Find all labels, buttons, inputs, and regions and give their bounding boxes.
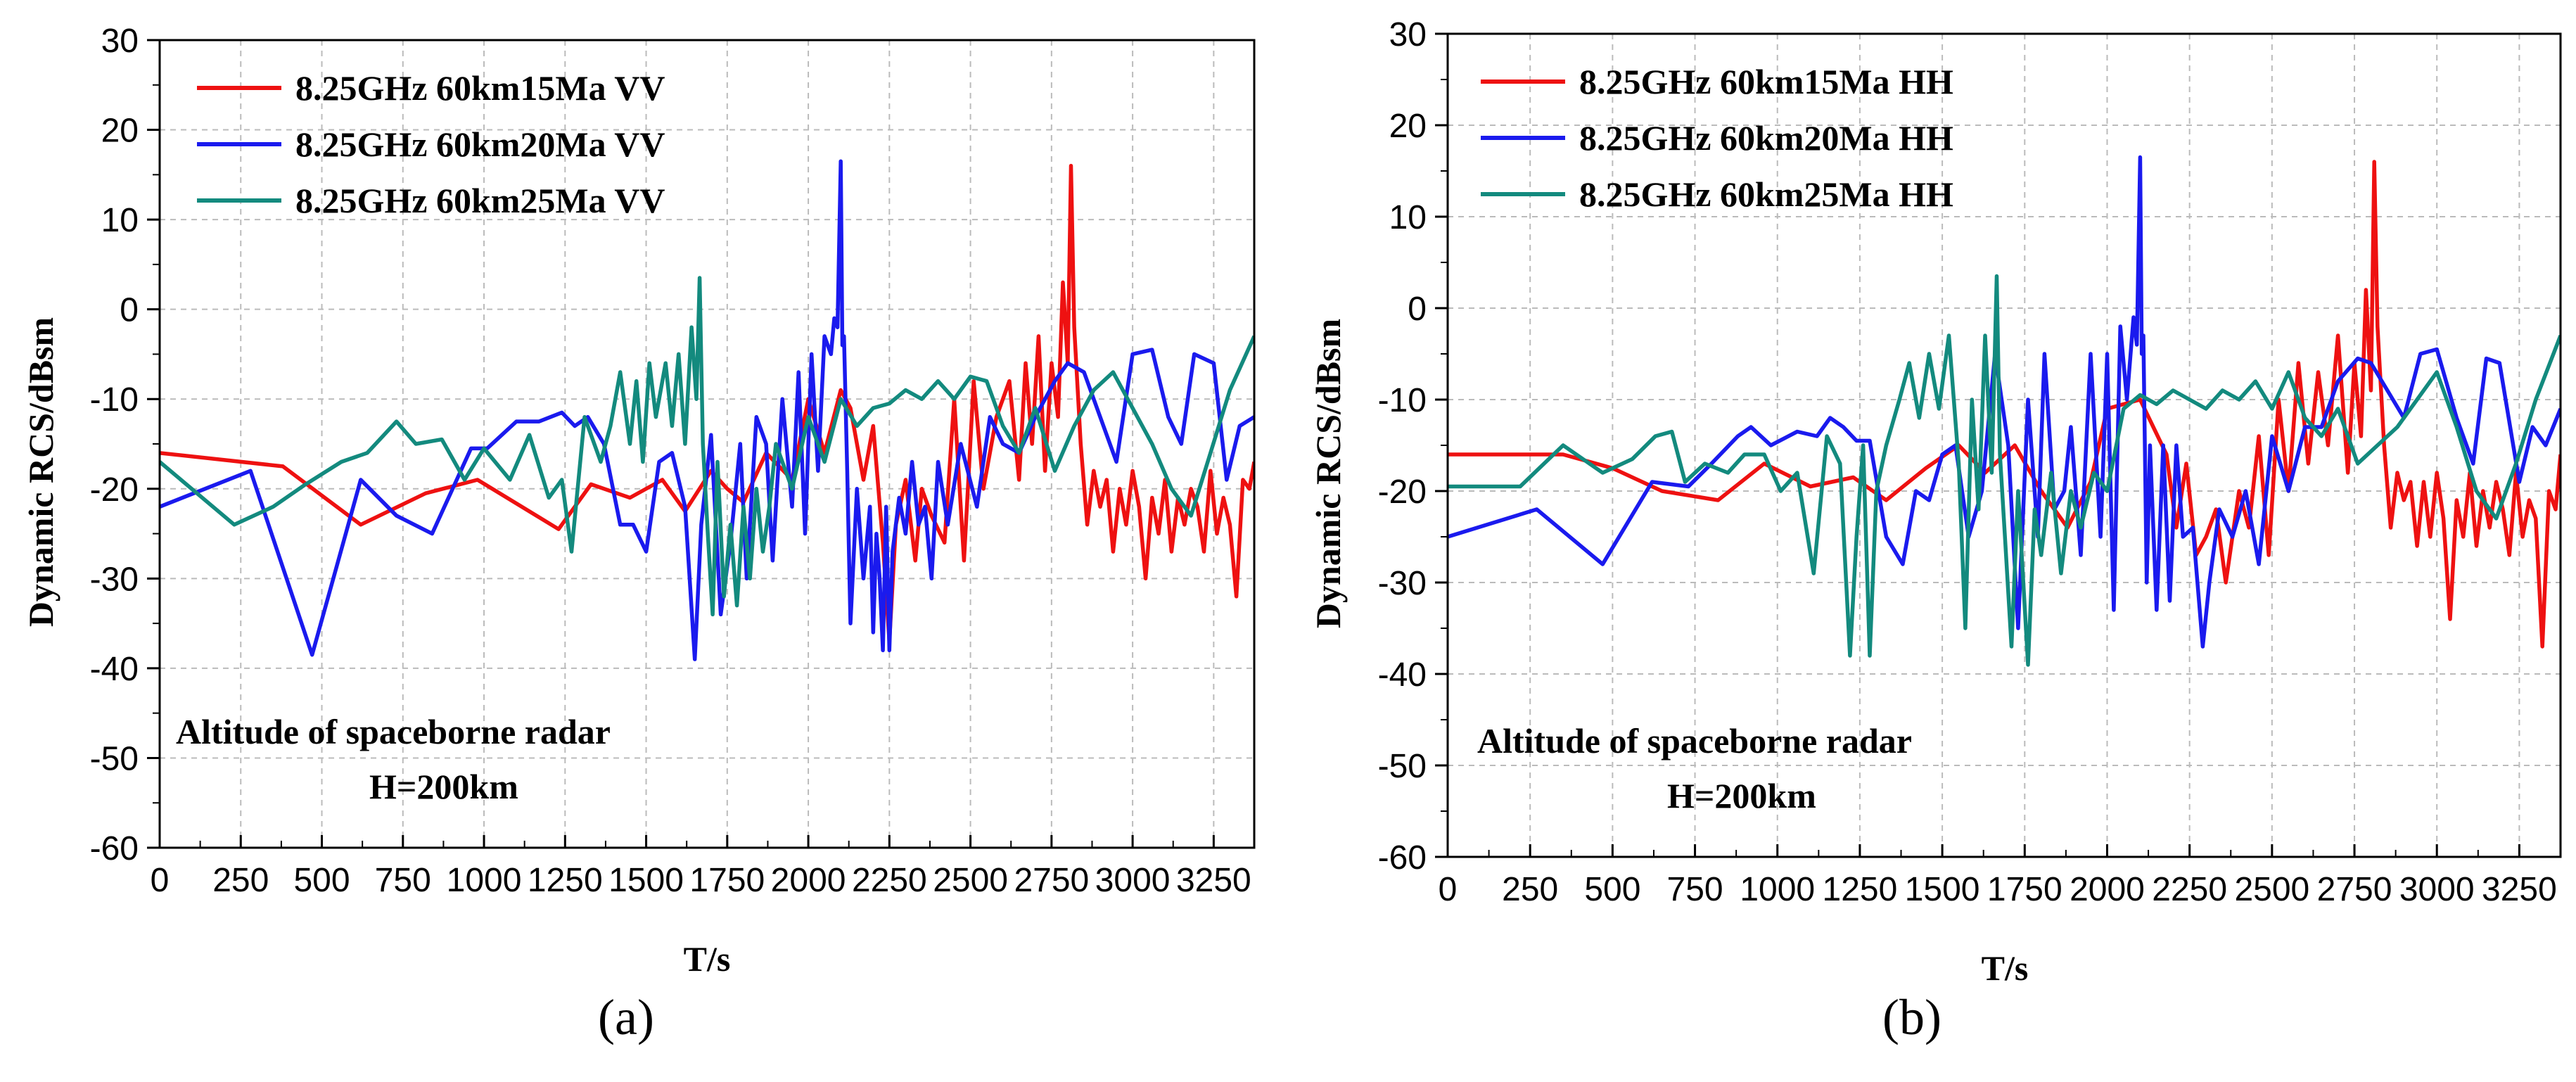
y-tick-label: -30	[90, 561, 139, 598]
legend-label-1: 8.25GHz 60km15Ma HH	[1579, 62, 1953, 101]
series-line-3	[1448, 274, 2561, 667]
x-tick-label: 1500	[608, 862, 684, 899]
y-tick-label: -20	[1378, 473, 1427, 511]
y-tick-label: -60	[1378, 839, 1427, 877]
y-tick-label: 20	[101, 113, 139, 150]
x-tick-label: 2500	[933, 862, 1008, 899]
y-tick-label: -60	[90, 830, 139, 867]
annotation-line-1: Altitude of spaceborne radar	[1477, 721, 1912, 760]
x-tick-label: 3000	[1095, 862, 1171, 899]
y-tick-label: -50	[1378, 748, 1427, 785]
y-tick-label: 0	[1408, 291, 1427, 328]
x-tick-label: 1750	[689, 862, 765, 899]
series-group	[160, 159, 1254, 661]
x-tick-label: 0	[151, 862, 170, 899]
x-tick-label: 2250	[2152, 871, 2227, 908]
x-tick-label: 2000	[771, 862, 846, 899]
x-tick-label: 1000	[447, 862, 522, 899]
y-tick-label: 30	[1389, 16, 1427, 53]
y-tick-label: -50	[90, 740, 139, 777]
x-axis-title: T/s	[1982, 948, 2029, 988]
x-tick-label: 1250	[1823, 871, 1898, 908]
x-tick-label: 1750	[1987, 871, 2062, 908]
annotation-line-2: H=200km	[369, 767, 518, 806]
legend-label-2: 8.25GHz 60km20Ma VV	[295, 125, 665, 164]
x-tick-label: 2750	[1014, 862, 1089, 899]
series-line-2	[1448, 155, 2561, 649]
y-tick-label: 10	[101, 202, 139, 239]
legend-label-2: 8.25GHz 60km20Ma HH	[1579, 118, 1953, 158]
x-tick-label: 1500	[1905, 871, 1980, 908]
y-tick-label: 20	[1389, 108, 1427, 145]
x-tick-label: 500	[293, 862, 350, 899]
y-tick-label: 10	[1389, 199, 1427, 236]
x-tick-label: 250	[212, 862, 269, 899]
x-tick-label: 2750	[2317, 871, 2392, 908]
chart-panel-a: 0 250 500 750 1000 1250 1500 1750 2000 2250 2500 27…	[21, 23, 1256, 1045]
x-tick-label: 2250	[852, 862, 927, 899]
legend-label-3: 8.25GHz 60km25Ma HH	[1579, 174, 1953, 214]
x-tick-label: 2000	[2070, 871, 2145, 908]
x-tick-label: 500	[1584, 871, 1640, 908]
x-tick-label: 250	[1502, 871, 1558, 908]
series-line-1	[160, 163, 1254, 644]
panel-label: (a)	[598, 989, 654, 1045]
series-line-3	[160, 276, 1254, 617]
x-tick-label: 1000	[1740, 871, 1815, 908]
series-line-2	[160, 159, 1254, 661]
x-tick-label: 2500	[2234, 871, 2309, 908]
y-tick-label: -30	[1378, 565, 1427, 602]
chart-panel-b: 0 250 500 750 1000 1250 1500 1750 2000 2250 2500 27…	[1308, 16, 2562, 1045]
y-tick-label: -10	[1378, 382, 1427, 419]
y-tick-label: 30	[101, 23, 139, 60]
y-axis-title: Dynamic RCS/dBsm	[21, 317, 60, 627]
y-tick-label: 0	[120, 292, 139, 329]
x-tick-label: 0	[1439, 871, 1458, 908]
x-tick-label: 1250	[528, 862, 603, 899]
y-tick-label: -40	[90, 651, 139, 688]
y-tick-label: -20	[90, 471, 139, 509]
legend-label-1: 8.25GHz 60km15Ma VV	[295, 68, 665, 108]
x-axis-title: T/s	[684, 939, 731, 979]
y-tick-label: -40	[1378, 656, 1427, 694]
annotation-line-1: Altitude of spaceborne radar	[176, 712, 611, 751]
legend-label-3: 8.25GHz 60km25Ma VV	[295, 181, 665, 220]
y-tick-label: -10	[90, 381, 139, 419]
panel-label: (b)	[1882, 989, 1941, 1045]
series-group	[1448, 155, 2561, 667]
x-tick-label: 3250	[1176, 862, 1251, 899]
y-axis-title: Dynamic RCS/dBsm	[1308, 319, 1348, 628]
x-tick-label: 3250	[2482, 871, 2557, 908]
x-tick-label: 3000	[2399, 871, 2475, 908]
x-tick-label: 750	[375, 862, 431, 899]
annotation-line-2: H=200km	[1667, 776, 1816, 815]
x-tick-label: 750	[1667, 871, 1723, 908]
